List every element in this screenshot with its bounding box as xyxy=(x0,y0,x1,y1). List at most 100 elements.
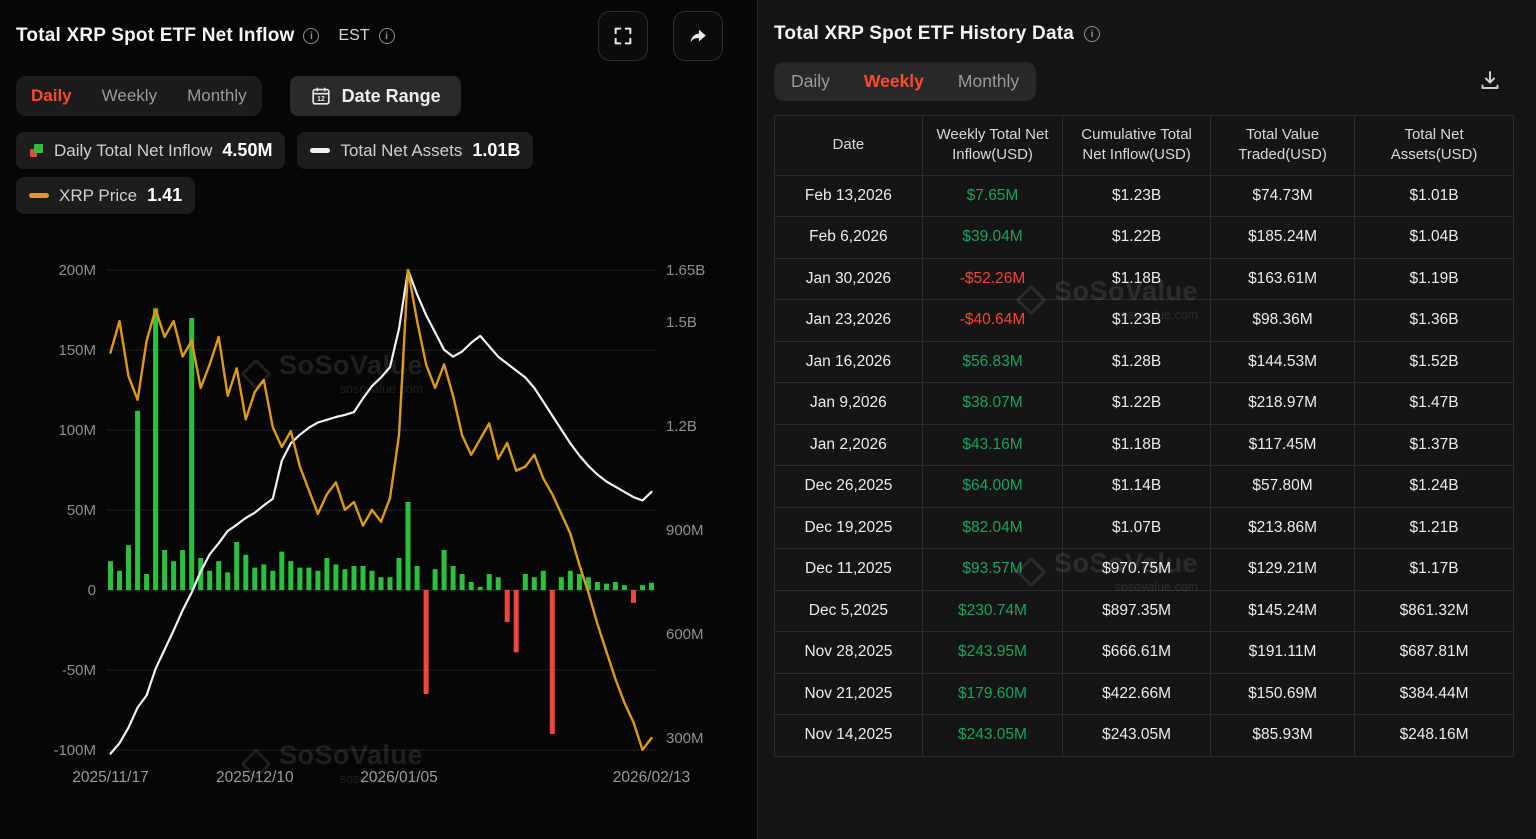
chart-title-info-icon[interactable] xyxy=(303,28,320,44)
cell-value-traded: $144.53M xyxy=(1209,340,1356,383)
table-header-row: Date Weekly Total Net Inflow(USD) Cumula… xyxy=(774,115,1514,176)
legend-daily-net-inflow[interactable]: Daily Total Net Inflow 4.50M xyxy=(16,132,286,169)
cell-cumulative-inflow: $1.23B xyxy=(1062,174,1211,217)
svg-text:100M: 100M xyxy=(58,422,96,439)
cell-weekly-inflow: $38.07M xyxy=(921,382,1064,425)
fullscreen-button[interactable] xyxy=(598,11,648,61)
cell-value-traded: $185.24M xyxy=(1209,216,1356,259)
cell-net-assets: $1.01B xyxy=(1354,174,1514,217)
cell-date: Feb 6,2026 xyxy=(774,216,923,259)
tab-weekly[interactable]: Weekly xyxy=(101,86,158,105)
svg-text:-50M: -50M xyxy=(62,662,96,679)
download-icon xyxy=(1481,71,1499,89)
cell-net-assets: $1.21B xyxy=(1354,506,1514,549)
cell-cumulative-inflow: $1.07B xyxy=(1062,506,1211,549)
cell-date: Dec 26,2025 xyxy=(774,465,923,508)
table-row: Feb 6,2026 $39.04M $1.22B $185.24M $1.04B xyxy=(774,216,1514,259)
cell-weekly-inflow: $243.95M xyxy=(921,631,1064,674)
column-header-net-assets: Total Net Assets(USD) xyxy=(1354,115,1514,176)
table-row: Dec 5,2025 $230.74M $897.35M $145.24M $861.3… xyxy=(774,589,1514,632)
cell-value-traded: $117.45M xyxy=(1209,423,1356,466)
cell-value-traded: $145.24M xyxy=(1209,589,1356,632)
table-row: Nov 28,2025 $243.95M $666.61M $191.11M $687.… xyxy=(774,631,1514,674)
chart-header: Total XRP Spot ETF Net Inflow EST xyxy=(16,10,741,62)
table-row: Jan 16,2026 $56.83M $1.28B $144.53M $1.52B xyxy=(774,340,1514,383)
legend-xrp-price[interactable]: XRP Price 1.41 xyxy=(16,177,196,214)
cell-value-traded: $98.36M xyxy=(1209,299,1356,342)
table-row: Jan 2,2026 $43.16M $1.18B $117.45M $1.37B xyxy=(774,423,1514,466)
inflow-chart-canvas[interactable]: 200M 150M 100M 50M 0 -50M -100M 1.65B 1.5B 1.2B 90… xyxy=(16,238,739,790)
cell-cumulative-inflow: $1.22B xyxy=(1062,216,1211,259)
tab-monthly[interactable]: Monthly xyxy=(187,86,247,105)
table-row: Jan 9,2026 $38.07M $1.22B $218.97M $1.47B xyxy=(774,382,1514,425)
cell-weekly-inflow: -$40.64M xyxy=(921,299,1064,342)
legend-row-1: Daily Total Net Inflow 4.50M Total Net A… xyxy=(16,132,741,169)
svg-text:2026/02/13: 2026/02/13 xyxy=(613,769,691,786)
cell-date: Jan 2,2026 xyxy=(774,423,923,466)
cell-value-traded: $218.97M xyxy=(1209,382,1356,425)
download-button[interactable] xyxy=(1474,64,1506,99)
legend-label: Daily Total Net Inflow xyxy=(54,140,213,160)
cell-value-traded: $74.73M xyxy=(1209,174,1356,217)
cell-cumulative-inflow: $1.14B xyxy=(1062,465,1211,508)
svg-text:-100M: -100M xyxy=(53,742,96,759)
cell-weekly-inflow: $43.16M xyxy=(921,423,1064,466)
timezone-label: EST xyxy=(338,27,370,44)
cell-net-assets: $1.17B xyxy=(1354,548,1514,591)
history-title: Total XRP Spot ETF History Data xyxy=(774,23,1075,44)
cell-cumulative-inflow: $1.18B xyxy=(1062,423,1211,466)
cell-weekly-inflow: $39.04M xyxy=(921,216,1064,259)
date-range-button[interactable]: 12 Date Range xyxy=(289,76,461,116)
tab-daily[interactable]: Daily xyxy=(31,86,72,105)
cell-weekly-inflow: $179.60M xyxy=(921,672,1064,715)
tab-weekly[interactable]: Weekly xyxy=(863,71,924,91)
svg-text:2026/01/05: 2026/01/05 xyxy=(360,769,438,786)
svg-text:900M: 900M xyxy=(666,522,704,539)
history-table: Date Weekly Total Net Inflow(USD) Cumula… xyxy=(774,115,1514,757)
cell-net-assets: $1.19B xyxy=(1354,257,1514,300)
cell-weekly-inflow: -$52.26M xyxy=(921,257,1064,300)
cell-date: Dec 19,2025 xyxy=(774,506,923,549)
timezone-info-icon[interactable] xyxy=(378,28,395,44)
table-row: Nov 14,2025 $243.05M $243.05M $85.93M $248.1… xyxy=(774,714,1514,757)
candle-icon xyxy=(30,144,43,157)
legend-value: 1.01B xyxy=(472,140,521,160)
interval-tabs: Daily Weekly Monthly xyxy=(16,76,262,116)
svg-text:200M: 200M xyxy=(58,262,96,279)
history-title-info-icon[interactable] xyxy=(1084,26,1101,42)
svg-text:1.65B: 1.65B xyxy=(666,262,705,279)
history-interval-tabs: Daily Weekly Monthly xyxy=(774,62,1037,101)
column-header-weekly-inflow: Weekly Total Net Inflow(USD) xyxy=(921,115,1064,176)
fullscreen-icon xyxy=(614,27,632,45)
cell-value-traded: $129.21M xyxy=(1209,548,1356,591)
svg-text:0: 0 xyxy=(88,582,96,599)
tab-daily[interactable]: Daily xyxy=(791,71,830,91)
chart-area: 200M 150M 100M 50M 0 -50M -100M 1.65B 1.5B 1.2B 90… xyxy=(16,238,741,795)
cell-cumulative-inflow: $970.75M xyxy=(1062,548,1211,591)
cell-weekly-inflow: $56.83M xyxy=(921,340,1064,383)
chart-legend: Daily Total Net Inflow 4.50M Total Net A… xyxy=(16,132,741,214)
table-row: Dec 11,2025 $93.57M $970.75M $129.21M $1.17B xyxy=(774,548,1514,591)
share-button[interactable] xyxy=(673,11,723,61)
date-range-label: Date Range xyxy=(341,85,441,106)
calendar-icon: 12 xyxy=(311,87,330,105)
cell-net-assets: $1.24B xyxy=(1354,465,1514,508)
cell-date: Feb 13,2026 xyxy=(774,174,923,217)
cell-net-assets: $1.36B xyxy=(1354,299,1514,342)
svg-text:600M: 600M xyxy=(666,626,704,643)
cell-date: Nov 14,2025 xyxy=(774,714,923,757)
legend-total-net-assets[interactable]: Total Net Assets 1.01B xyxy=(297,132,534,169)
cell-date: Jan 16,2026 xyxy=(774,340,923,383)
history-controls: Daily Weekly Monthly xyxy=(774,62,1520,101)
column-header-value-traded: Total Value Traded(USD) xyxy=(1209,115,1356,176)
cell-value-traded: $85.93M xyxy=(1209,714,1356,757)
tab-monthly[interactable]: Monthly xyxy=(957,71,1020,91)
table-row: Nov 21,2025 $179.60M $422.66M $150.69M $384.… xyxy=(774,672,1514,715)
cell-date: Nov 28,2025 xyxy=(774,631,923,674)
cell-value-traded: $213.86M xyxy=(1209,506,1356,549)
cell-weekly-inflow: $243.05M xyxy=(921,714,1064,757)
svg-text:1.2B: 1.2B xyxy=(666,418,697,435)
cell-net-assets: $248.16M xyxy=(1354,714,1514,757)
cell-net-assets: $1.37B xyxy=(1354,423,1514,466)
cell-date: Jan 23,2026 xyxy=(774,299,923,342)
